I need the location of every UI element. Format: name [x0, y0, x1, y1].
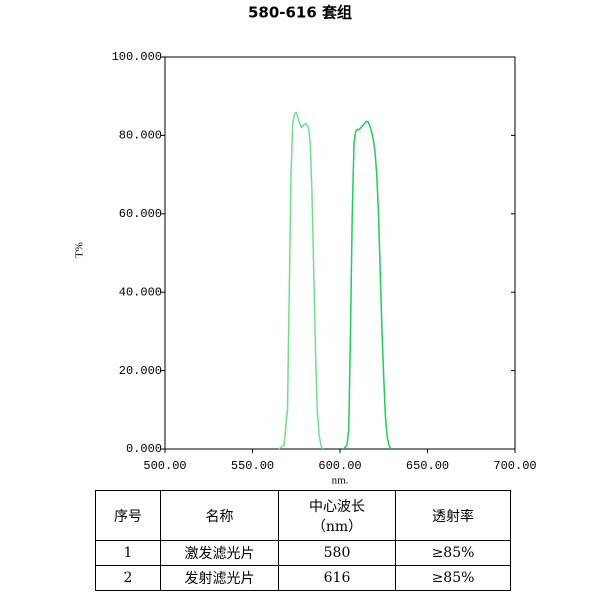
x-tick-label: 550.00	[231, 459, 274, 473]
y-tick-label: 80.000	[119, 129, 162, 143]
row: 2 发射滤光片 616 ≥85%	[95, 565, 511, 591]
x-tick-label: 600.00	[318, 459, 361, 473]
chart-title: 580-616 套组	[248, 4, 352, 22]
spec-table: 序号 名称 中心波长 （nm） 透射率 1 激发滤光片 580 ≥85% 2 发射滤光片 6…	[95, 490, 511, 591]
cell: ≥85%	[395, 565, 511, 591]
x-tick-label: 650.00	[406, 459, 449, 473]
x-axis-label: nm.	[332, 475, 349, 487]
cell: 激发滤光片	[160, 540, 279, 566]
chart: 580-616 套组 T% nm. 0.000 20.000 40.000 60.00…	[74, 4, 537, 487]
y-tick-label: 100.000	[112, 50, 162, 64]
y-tick-label: 20.000	[119, 364, 162, 378]
y-tick-label: 60.000	[119, 207, 162, 221]
y-tick-label: 0.000	[126, 442, 162, 456]
spectrum-line	[278, 111, 324, 450]
cell: 2	[95, 565, 161, 591]
plot-frame	[164, 56, 516, 450]
y-tick-label: 40.000	[119, 285, 162, 299]
x-tick-label: 500.00	[143, 459, 186, 473]
x-tick-label: 700.00	[493, 459, 536, 473]
header-cell: 序号	[95, 490, 161, 541]
cell: 580	[278, 540, 396, 566]
header-cell: 透射率	[395, 490, 511, 541]
header-cell: 中心波长 （nm）	[278, 490, 396, 541]
cell: 发射滤光片	[160, 565, 279, 591]
header-line: 中心波长	[309, 498, 365, 515]
y-axis-label: T%	[74, 242, 86, 258]
cell: 616	[278, 565, 396, 591]
cell: 1	[95, 540, 161, 566]
spectrum-line	[342, 120, 392, 450]
header-cell: 名称	[160, 490, 279, 541]
header-row: 序号 名称 中心波长 （nm） 透射率	[95, 490, 511, 541]
row: 1 激发滤光片 580 ≥85%	[95, 540, 511, 566]
header-line: （nm）	[311, 518, 363, 535]
cell: ≥85%	[395, 540, 511, 566]
